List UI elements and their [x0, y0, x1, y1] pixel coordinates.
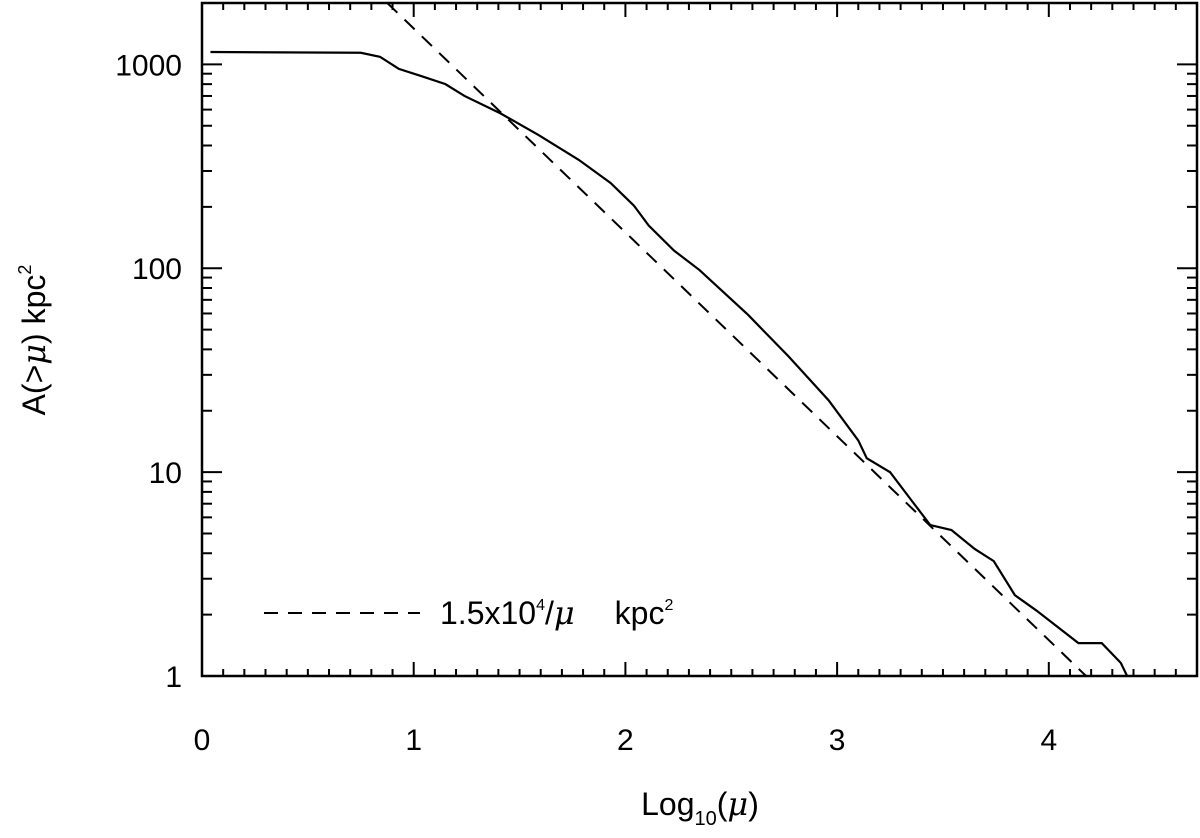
y-tick-label: 1	[165, 661, 182, 694]
x-tick-label: 1	[405, 724, 422, 757]
y-tick-label: 1000	[115, 49, 182, 82]
axis-ticks	[201, 2, 1198, 677]
x-tick-label: 3	[829, 724, 846, 757]
x-tick-label: 2	[617, 724, 634, 757]
legend-label: 1.5x104/μ kpc2	[440, 594, 673, 632]
series-data-line	[210, 50, 1129, 677]
plot-frame	[200, 1, 1199, 678]
y-tick-label: 10	[149, 457, 182, 490]
y-tick-labels: 1 10 100 1000	[115, 49, 182, 694]
x-tick-label: 4	[1040, 724, 1057, 757]
series-fit-dashed-line	[386, 2, 1087, 677]
y-axis-label: A(>μ) kpc2	[15, 265, 53, 416]
y-tick-label: 100	[132, 253, 182, 286]
x-tick-labels: 0 1 2 3 4	[194, 724, 1057, 757]
legend: 1.5x104/μ kpc2	[264, 594, 673, 632]
x-tick-label: 0	[194, 724, 211, 757]
x-axis-label: Log10(μ)	[641, 785, 759, 830]
